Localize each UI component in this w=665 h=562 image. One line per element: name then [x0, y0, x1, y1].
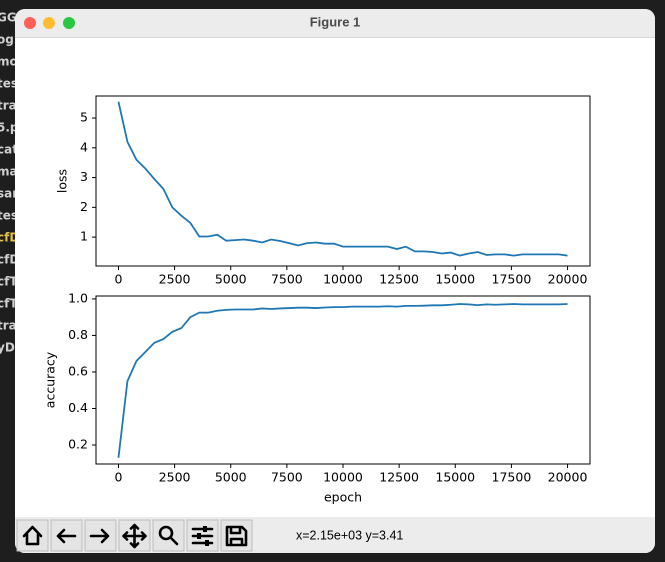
window-title: Figure 1	[310, 14, 361, 29]
x-tick-label: 2500	[159, 470, 191, 485]
sidebar-item: yD	[0, 341, 15, 355]
save-button[interactable]	[220, 519, 253, 552]
x-tick-label: 15000	[435, 272, 475, 287]
x-tick-label: 20000	[548, 470, 588, 485]
x-tick-label: 20000	[548, 272, 588, 287]
x-tick-label: 12500	[379, 470, 419, 485]
y-axis-label: loss	[55, 169, 70, 193]
sidebar-item: og	[0, 33, 14, 47]
loss-line	[117, 101, 568, 257]
x-tick-label: 0	[114, 272, 122, 287]
y-tick-label: 0.4	[68, 400, 88, 415]
y-tick-label: 1	[80, 229, 88, 244]
sidebar-item: cfT	[0, 297, 18, 311]
y-tick-label: 3	[80, 169, 88, 184]
y-tick-label: 0.6	[68, 363, 88, 378]
x-tick-label: 5000	[215, 272, 247, 287]
x-tick-label: 17500	[492, 470, 532, 485]
x-tick-label: 2500	[159, 272, 191, 287]
y-tick-label: 4	[80, 139, 88, 154]
home-button[interactable]	[16, 519, 49, 552]
close-button[interactable]	[24, 17, 36, 29]
sidebar-item: cat	[0, 143, 18, 157]
sidebar-item: sar	[0, 187, 18, 201]
y-tick-label: 0.2	[68, 437, 88, 452]
x-axis-label: epoch	[324, 490, 362, 505]
cursor-status: x=2.15e+03 y=3.41	[296, 528, 403, 542]
sidebar-item: tes	[0, 209, 18, 223]
sidebar-item: cfD	[0, 231, 19, 245]
configure-button[interactable]	[186, 519, 219, 552]
plot-frame	[95, 95, 591, 267]
sidebar-item: tes	[0, 77, 18, 91]
sidebar-item: cfD	[0, 253, 19, 267]
minimize-button[interactable]	[43, 17, 55, 29]
sidebar-item: cfT	[0, 275, 18, 289]
window	[15, 9, 655, 553]
sidebar-item: mo	[0, 55, 18, 69]
x-tick-label: 17500	[492, 272, 532, 287]
y-axis-label: accuracy	[43, 351, 58, 408]
plot-frame	[95, 295, 591, 465]
zoom-button[interactable]	[63, 17, 75, 29]
x-tick-label: 0	[114, 470, 122, 485]
x-tick-label: 5000	[215, 470, 247, 485]
pan-button[interactable]	[118, 519, 151, 552]
x-tick-label: 10000	[323, 272, 363, 287]
sidebar-item: GG	[0, 11, 17, 25]
y-tick-label: 1.0	[68, 290, 88, 305]
x-tick-label: 10000	[323, 470, 363, 485]
zoom-tool-button[interactable]	[152, 519, 185, 552]
x-tick-label: 7500	[271, 272, 303, 287]
x-tick-label: 12500	[379, 272, 419, 287]
y-tick-label: 2	[80, 199, 88, 214]
forward-button[interactable]	[84, 519, 117, 552]
back-button[interactable]	[50, 519, 83, 552]
figure: 0 2500 5000 7500 10000 12500 15000 17500 2000012…	[43, 95, 591, 505]
y-tick-label: 5	[80, 110, 88, 125]
x-tick-label: 15000	[435, 470, 475, 485]
x-tick-label: 7500	[271, 470, 303, 485]
y-tick-label: 0.8	[68, 327, 88, 342]
loss-line	[117, 303, 568, 458]
sidebar-item: 5.p	[0, 121, 19, 135]
title-bar	[15, 9, 655, 37]
sidebar-item: ma	[0, 165, 18, 179]
